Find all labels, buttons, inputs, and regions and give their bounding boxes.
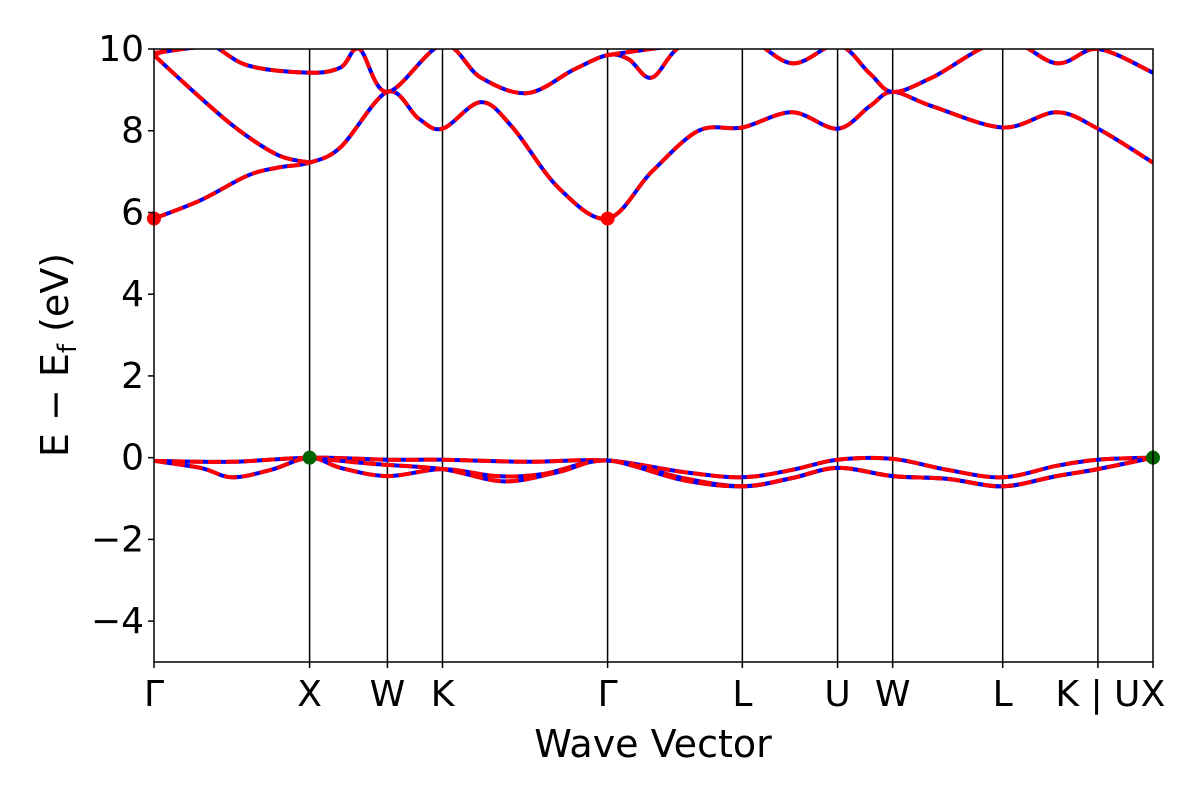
kpoint-lines: [308, 49, 1099, 662]
x-tick-label: Γ: [598, 674, 618, 715]
x-tick-label: W: [370, 674, 406, 715]
y-axis-label: E − Ef (eV): [33, 253, 83, 457]
y-tick-label: 4: [121, 274, 144, 315]
x-tick-label: K: [431, 674, 456, 715]
y-tick-label: 8: [121, 111, 144, 152]
x-axis-label: Wave Vector: [534, 722, 772, 766]
x-tick-label: L: [732, 674, 752, 715]
y-axis-label-unit: (eV): [33, 253, 77, 344]
y-axis-label-subscript: f: [53, 343, 83, 353]
x-tick-label: K | U: [1055, 674, 1140, 715]
plot-frame: [153, 48, 1154, 663]
band-5-solid: [607, 49, 668, 58]
y-tick-label: 2: [121, 356, 144, 397]
y-tick-label: −4: [91, 601, 144, 642]
x-tick-label: W: [875, 674, 911, 715]
band-2-dashed: [154, 53, 311, 165]
x-tick-label: X: [297, 674, 322, 715]
x-tick-label: Γ: [144, 674, 164, 715]
band-6-dashed: [154, 455, 1153, 480]
y-tick-label: 6: [121, 192, 144, 233]
y-axis-label-main: E − E: [33, 353, 77, 457]
plot-background: [154, 49, 1153, 662]
band-8-dashed: [309, 455, 1153, 489]
y-tick-label: 0: [121, 438, 144, 479]
y-tick-label: −2: [91, 519, 144, 560]
vbm-marker: [302, 450, 317, 465]
x-tick-label: L: [993, 674, 1013, 715]
x-tick-label: X: [1141, 674, 1166, 715]
band-4-dashed: [154, 49, 201, 56]
y-tick-label: 10: [98, 29, 144, 70]
x-tick-label: U: [824, 674, 850, 715]
cbm-marker: [600, 211, 615, 226]
band-3-dashed: [154, 49, 1153, 96]
y-axis-ticks: 10 8 6 4 2 0 −2 −4: [91, 29, 154, 642]
